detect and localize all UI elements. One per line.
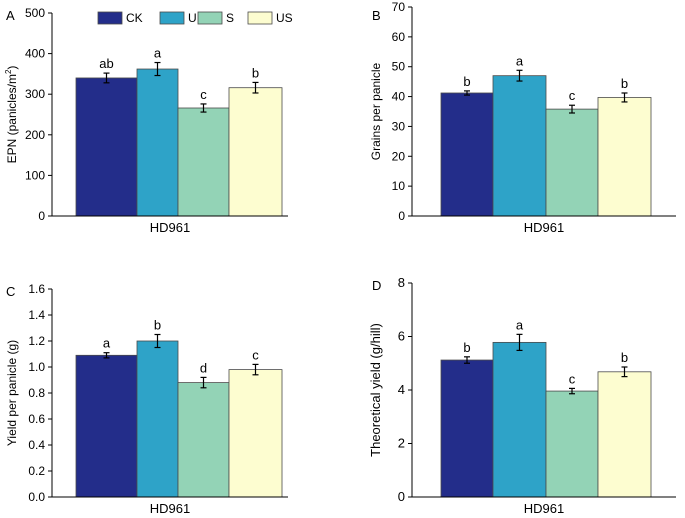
legend-swatch (97, 11, 123, 25)
y-tick-label: 300 (25, 87, 45, 101)
significance-letter: b (154, 318, 161, 333)
y-tick-label: 1.0 (28, 360, 45, 374)
panel-letter: A (6, 8, 15, 23)
panel-letter: D (372, 278, 381, 293)
y-tick-label: 0.0 (28, 490, 45, 504)
legend-label: U (188, 11, 197, 25)
y-tick-label: 0 (38, 209, 45, 223)
significance-letter: b (463, 340, 470, 355)
legend-swatch (159, 11, 185, 25)
y-axis-label-text: EPN (panicles/m (5, 74, 19, 163)
significance-letter: c (569, 88, 576, 103)
x-category-label: HD961 (150, 220, 190, 235)
bar-s (545, 390, 599, 498)
y-tick-label: 70 (392, 0, 406, 14)
bar-us (597, 97, 652, 217)
bar-u (492, 341, 547, 498)
y-tick-label: 40 (392, 90, 406, 104)
legend-item-us: US (247, 11, 293, 25)
legend-label: CK (126, 11, 143, 25)
y-tick-label: 0.8 (28, 386, 45, 400)
y-tick-label: 1.6 (28, 282, 45, 296)
significance-letter: d (200, 360, 207, 375)
y-axis-label: Grains per panicle (369, 62, 383, 160)
panel-d: Db a c b 0 2 4 6 8 HD961 Theoretical yield (g/hill… (368, 275, 676, 516)
y-axis-label: EPN (panicles/m2) (4, 66, 19, 164)
significance-letter: a (154, 46, 162, 61)
bar-s (545, 108, 599, 217)
y-axis-label: Yield per panicle (g) (5, 340, 19, 446)
bar-s (177, 382, 230, 498)
y-tick-label: 500 (25, 6, 45, 20)
bar-ck (75, 354, 138, 498)
y-axis-label-text: Yield per panicle (g) (5, 340, 19, 446)
y-tick-label: 400 (25, 47, 45, 61)
x-category-label: HD961 (524, 501, 564, 516)
legend: CK U S US (97, 11, 293, 25)
legend-swatch (247, 11, 273, 25)
legend-item-s: S (197, 11, 234, 25)
bar-ck (440, 92, 494, 217)
x-category-label: HD961 (524, 220, 564, 235)
significance-letter: b (463, 74, 470, 89)
panel-a: Aab a c b 0 100 200 300 400 500 HD961 EPN (panicles… (4, 6, 288, 235)
legend-label: US (276, 11, 293, 25)
bar-ck (75, 77, 138, 217)
bar-u (492, 75, 547, 217)
panel-b: Bb a c b 0 10 20 30 40 50 60 70 HD961 Grains per pani… (369, 0, 676, 235)
y-tick-label: 0.2 (28, 464, 45, 478)
y-axis-label-text: Grains per panicle (369, 62, 383, 160)
significance-letter: b (252, 65, 259, 80)
y-tick-label: 1.4 (28, 308, 45, 322)
panel-letter: C (6, 284, 15, 299)
y-axis-label: Theoretical yield (g/hill) (368, 323, 383, 457)
significance-letter: b (621, 350, 628, 365)
legend-label: S (226, 11, 234, 25)
y-tick-label: 0.6 (28, 412, 45, 426)
y-tick-label: 60 (392, 30, 406, 44)
significance-letter: a (516, 317, 524, 332)
significance-letter: c (569, 371, 576, 386)
y-axis-label-text: Theoretical yield (g/hill) (368, 323, 383, 457)
bar-us (228, 87, 283, 217)
bar-us (597, 371, 652, 498)
y-tick-label: 50 (392, 60, 406, 74)
y-tick-label: 100 (25, 168, 45, 182)
y-tick-label: 30 (392, 119, 406, 133)
y-tick-label: 2 (398, 436, 405, 451)
panel-c: Ca b d c 0.0 0.2 0.4 0.6 0.8 1.0 1.2 1.4 1.6 HD961 Yie… (5, 282, 288, 516)
y-axis-label-close: ) (5, 66, 19, 70)
panel-letter: B (372, 8, 381, 23)
y-axis-label-superscript: 2 (4, 69, 13, 74)
legend-item-u: U (159, 11, 197, 25)
significance-letter: b (621, 76, 628, 91)
y-tick-label: 20 (392, 149, 406, 163)
bar-s (177, 107, 230, 217)
bar-us (228, 369, 283, 498)
x-category-label: HD961 (150, 501, 190, 516)
legend-swatch (197, 11, 223, 25)
bar-u (136, 68, 179, 217)
y-tick-label: 6 (398, 329, 405, 344)
y-tick-label: 0 (398, 209, 405, 223)
significance-letter: a (516, 53, 524, 68)
bar-ck (440, 359, 494, 498)
significance-letter: a (103, 336, 111, 351)
legend-item-ck: CK (97, 11, 143, 25)
significance-letter: c (200, 87, 207, 102)
y-tick-label: 1.2 (28, 334, 45, 348)
y-tick-label: 200 (25, 128, 45, 142)
y-tick-label: 10 (392, 179, 406, 193)
bar-u (136, 340, 179, 498)
y-tick-label: 0.4 (28, 438, 45, 452)
y-tick-label: 8 (398, 275, 405, 290)
y-tick-label: 4 (398, 382, 405, 397)
significance-letter: ab (99, 56, 113, 71)
y-tick-label: 0 (398, 489, 405, 504)
significance-letter: c (252, 347, 259, 362)
